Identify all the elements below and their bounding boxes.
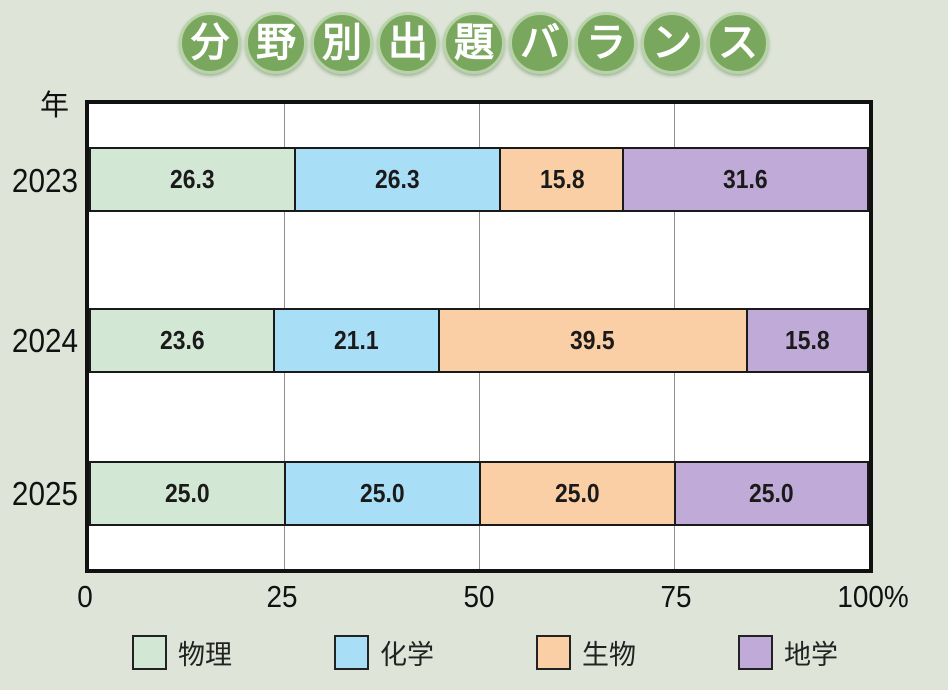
bar-segment-chemistry: 26.3 bbox=[294, 147, 500, 212]
title-char: 別 bbox=[311, 12, 373, 74]
bar-value: 39.5 bbox=[570, 325, 615, 355]
legend-label: 地学 bbox=[784, 640, 838, 670]
title-char: バ bbox=[509, 12, 571, 74]
bar-value: 21.1 bbox=[334, 325, 379, 355]
y-tick-2023: 2023 bbox=[11, 162, 78, 199]
bar-value: 26.3 bbox=[375, 164, 420, 194]
bar-segment-earth-science: 15.8 bbox=[745, 308, 869, 373]
legend-item-physics: 物理 bbox=[132, 633, 232, 672]
x-tick-25: 25 bbox=[266, 579, 298, 614]
bar-segment-biology: 39.5 bbox=[437, 308, 746, 373]
bar-segment-chemistry: 21.1 bbox=[273, 308, 438, 373]
bar-segment-physics: 26.3 bbox=[89, 147, 295, 212]
bar-value: 31.6 bbox=[723, 164, 768, 194]
legend-item-chemistry: 化学 bbox=[334, 633, 434, 672]
legend-swatch-physics bbox=[132, 635, 167, 670]
legend-label: 化学 bbox=[380, 640, 434, 670]
bar-segment-chemistry: 25.0 bbox=[284, 461, 479, 526]
y-tick-2024: 2024 bbox=[11, 322, 78, 359]
title-char: 分 bbox=[179, 12, 241, 74]
bar-segment-earth-science: 25.0 bbox=[674, 461, 869, 526]
bar-row-2024: 23.6 21.1 39.5 15.8 bbox=[89, 308, 869, 373]
bar-value: 15.8 bbox=[539, 164, 585, 194]
legend-swatch-biology bbox=[536, 635, 571, 670]
bar-segment-physics: 25.0 bbox=[89, 461, 284, 526]
x-axis: 0 25 50 75 100% bbox=[77, 579, 908, 615]
bar-value: 26.3 bbox=[170, 164, 215, 194]
bar-value: 25.0 bbox=[165, 478, 210, 508]
title-char: 出 bbox=[377, 12, 439, 74]
x-tick-50: 50 bbox=[463, 579, 495, 614]
y-axis-unit-label: 年 bbox=[40, 90, 70, 122]
bar-value: 25.0 bbox=[360, 478, 405, 508]
bar-value: 23.6 bbox=[159, 325, 205, 355]
bar-row-2023: 26.3 26.3 15.8 31.6 bbox=[89, 147, 869, 212]
x-tick-75: 75 bbox=[660, 579, 692, 614]
bar-row-2025: 25.0 25.0 25.0 25.0 bbox=[89, 461, 869, 526]
bar-value: 25.0 bbox=[749, 478, 794, 508]
legend-item-earth-science: 地学 bbox=[738, 633, 838, 672]
plot-area: 26.3 26.3 15.8 31.6 23.6 21.1 39.5 15.8 … bbox=[85, 100, 873, 573]
title-char: 野 bbox=[245, 12, 307, 74]
legend-swatch-chemistry bbox=[334, 635, 369, 670]
bar-segment-earth-science: 31.6 bbox=[622, 147, 869, 212]
legend: 物理 化学 生物 地学 bbox=[0, 633, 948, 673]
title-char: ス bbox=[707, 12, 769, 74]
bar-segment-physics: 23.6 bbox=[89, 308, 274, 373]
legend-item-biology: 生物 bbox=[536, 633, 636, 672]
bar-value: 15.8 bbox=[785, 325, 830, 355]
bar-segment-biology: 15.8 bbox=[499, 147, 623, 212]
y-tick-2025: 2025 bbox=[11, 475, 78, 512]
bar-value: 25.0 bbox=[555, 478, 600, 508]
bar-segment-biology: 25.0 bbox=[479, 461, 674, 526]
legend-label: 生物 bbox=[582, 640, 636, 670]
x-tick-100: 100% bbox=[837, 579, 909, 614]
legend-label: 物理 bbox=[178, 640, 232, 670]
x-tick-0: 0 bbox=[77, 579, 93, 614]
chart-title: 分 野 別 出 題 バ ラ ン ス bbox=[0, 12, 948, 74]
title-char: 題 bbox=[443, 12, 505, 74]
title-char: ラ bbox=[575, 12, 637, 74]
title-char: ン bbox=[641, 12, 703, 74]
legend-swatch-earth-science bbox=[738, 635, 773, 670]
